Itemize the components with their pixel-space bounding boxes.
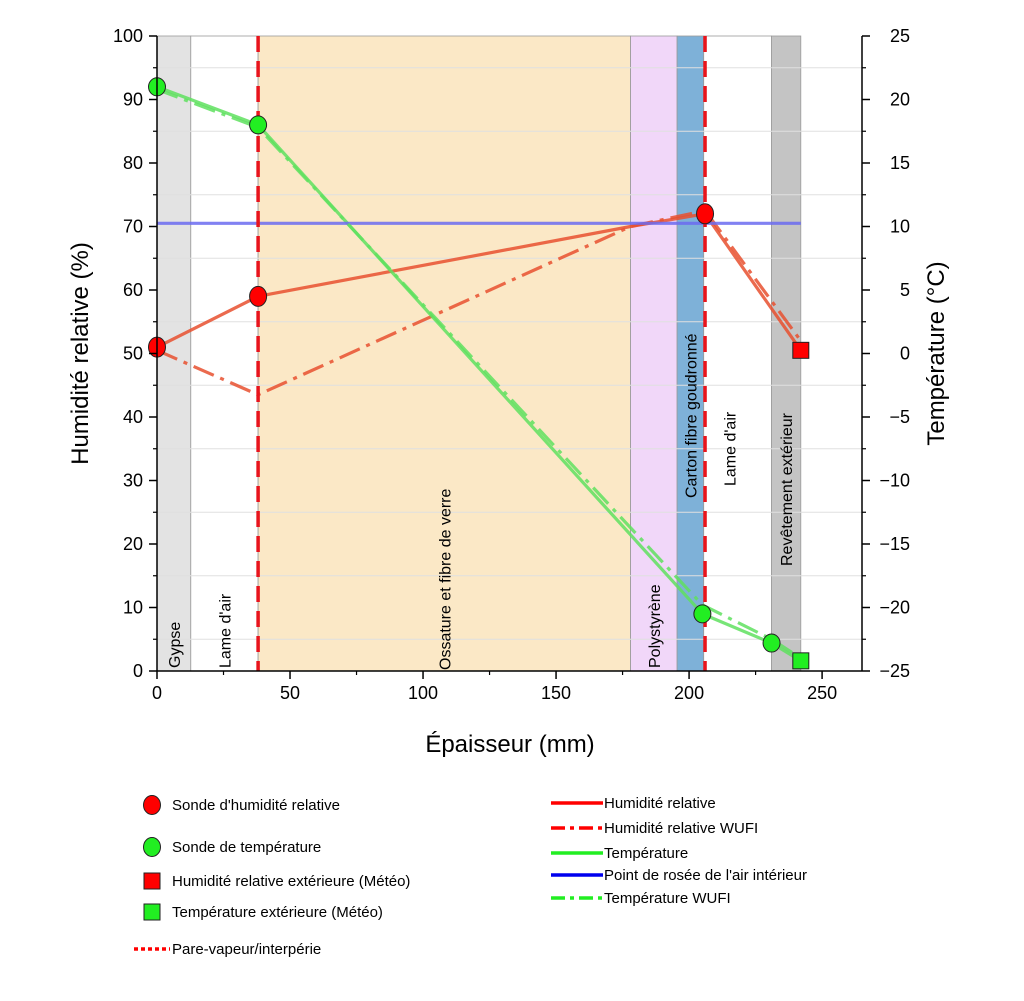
layer-band bbox=[190, 35, 259, 672]
y-left-tick-label: 90 bbox=[123, 90, 143, 110]
y-right-tick-label: 15 bbox=[890, 153, 910, 173]
rh-probe-marker bbox=[249, 285, 268, 307]
x-tick-label: 250 bbox=[807, 683, 837, 703]
y-left-tick-label: 70 bbox=[123, 217, 143, 237]
layer-label: Gypse bbox=[167, 622, 184, 668]
temp-probe-marker bbox=[693, 604, 712, 624]
rh-probe-marker bbox=[696, 203, 715, 225]
x-tick-label: 100 bbox=[408, 683, 438, 703]
rh-exterior-marker bbox=[792, 341, 810, 359]
legend: Sonde d'humidité relative Sonde de tempér… bbox=[134, 795, 807, 958]
y-right-tick-label: −20 bbox=[879, 598, 910, 618]
vapor-barrier-lines bbox=[256, 36, 707, 671]
y-right-tick-label: 20 bbox=[890, 90, 910, 110]
temp-probe-marker bbox=[762, 633, 781, 653]
series-line bbox=[156, 209, 803, 397]
x-axis-title: Épaisseur (mm) bbox=[425, 731, 594, 758]
y-left-tick-label: 40 bbox=[123, 407, 143, 427]
y-right-tick-label: 0 bbox=[900, 344, 910, 364]
y-left-tick-label: 10 bbox=[123, 598, 143, 618]
legend-symbol bbox=[143, 872, 161, 890]
legend-label: Température extérieure (Météo) bbox=[172, 904, 383, 921]
legend-label: Point de rosée de l'air intérieur bbox=[604, 867, 807, 884]
legend-label: Humidité relative WUFI bbox=[604, 820, 758, 837]
y-right-axis-title: Température (°C) bbox=[923, 261, 950, 445]
layer-band bbox=[703, 35, 772, 672]
y-left-tick-label: 30 bbox=[123, 471, 143, 491]
layer-band bbox=[257, 35, 631, 672]
y-left-tick-label: 80 bbox=[123, 153, 143, 173]
y-left-tick-label: 0 bbox=[133, 661, 143, 681]
temp-probe-marker bbox=[249, 115, 268, 135]
probe-markers bbox=[148, 77, 810, 670]
legend-label: Température WUFI bbox=[604, 890, 731, 907]
grid-lines bbox=[157, 67, 862, 640]
legend-label: Température bbox=[604, 845, 688, 862]
y-left-tick-label: 50 bbox=[123, 344, 143, 364]
y-left-tick-label: 100 bbox=[113, 26, 143, 46]
y-right-tick-label: 10 bbox=[890, 217, 910, 237]
legend-symbol bbox=[143, 903, 161, 921]
x-tick-label: 150 bbox=[541, 683, 571, 703]
series-line bbox=[156, 212, 803, 352]
x-tick-label: 50 bbox=[280, 683, 300, 703]
layer-band bbox=[630, 35, 678, 672]
layer-label: Revêtement extérieur bbox=[779, 412, 796, 566]
legend-symbol bbox=[143, 837, 161, 857]
y-right-tick-label: −10 bbox=[879, 471, 910, 491]
y-left-tick-label: 60 bbox=[123, 280, 143, 300]
y-left-axis-title: Humidité relative (%) bbox=[67, 242, 94, 465]
y-right-tick-label: −15 bbox=[879, 534, 910, 554]
layer-labels: Gypse Lame d'air Ossature et fibre de verr… bbox=[167, 333, 796, 670]
layer-bands bbox=[156, 35, 802, 672]
x-tick-label: 200 bbox=[674, 683, 704, 703]
y-left-tick-label: 20 bbox=[123, 534, 143, 554]
y-right-tick-label: 25 bbox=[890, 26, 910, 46]
layer-label: Ossature et fibre de verre bbox=[437, 488, 454, 670]
legend-label: Pare-vapeur/interpérie bbox=[172, 941, 321, 958]
temp-exterior-marker bbox=[792, 652, 810, 670]
y-right-tick-label: −25 bbox=[879, 661, 910, 681]
layer-label: Lame d'air bbox=[723, 411, 740, 486]
x-tick-label: 0 bbox=[152, 683, 162, 703]
y-right-tick-label: 5 bbox=[900, 280, 910, 300]
layer-label: Polystyrène bbox=[647, 584, 664, 668]
legend-label: Sonde de température bbox=[172, 839, 321, 856]
layer-label: Carton fibre goudronné bbox=[683, 333, 700, 498]
legend-symbol bbox=[143, 795, 161, 815]
y-right-tick-label: −5 bbox=[889, 407, 910, 427]
legend-label: Humidité relative bbox=[604, 795, 716, 812]
legend-label: Humidité relative extérieure (Météo) bbox=[172, 873, 410, 890]
layer-label: Lame d'air bbox=[217, 593, 234, 668]
axes: 0 50 100 150 200 2500102030405060708090100−25… bbox=[67, 26, 950, 758]
legend-label: Sonde d'humidité relative bbox=[172, 797, 340, 814]
